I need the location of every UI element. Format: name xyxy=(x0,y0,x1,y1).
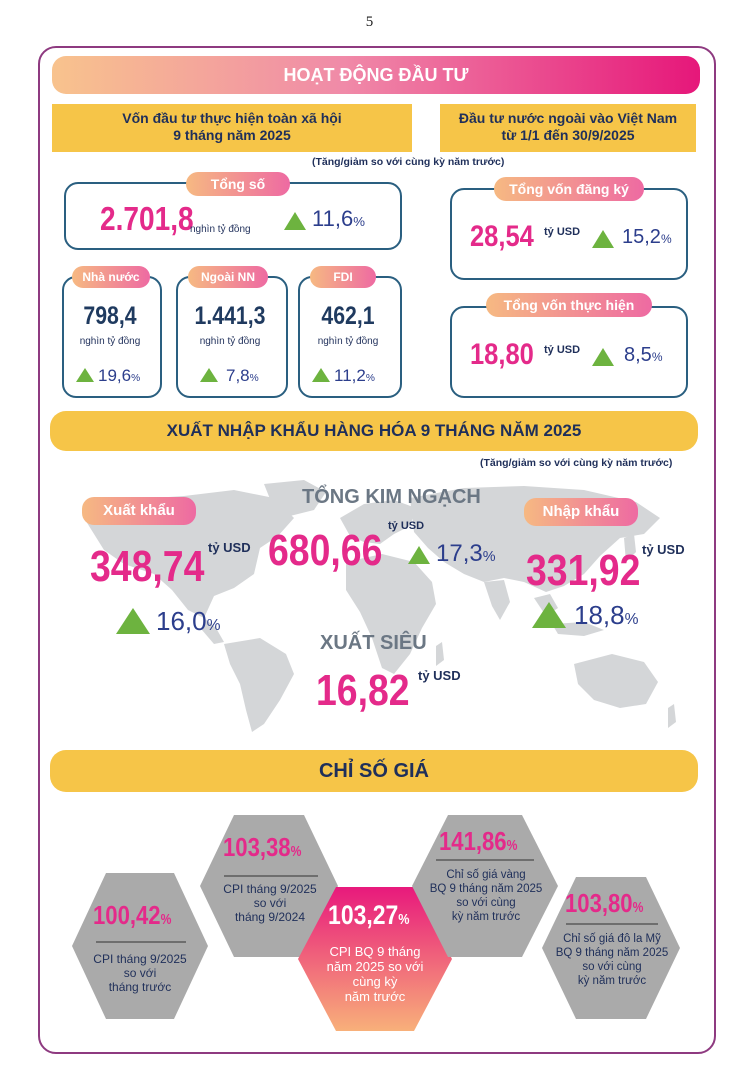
cpi-yoy-desc-3: tháng 9/2024 xyxy=(234,910,306,924)
usd-index-value: 103,80% xyxy=(565,888,644,918)
total-investment-unit: nghìn tỷ đồng xyxy=(190,224,251,235)
cpi-month-desc-2: so với xyxy=(123,966,157,980)
fdi-disbursed-value: 18,80 xyxy=(470,338,534,371)
non-state-investment-value: 1.441,3 xyxy=(194,302,266,330)
trade-surplus-label: XUẤT SIÊU xyxy=(320,632,427,654)
trade-surplus-unit: tỷ USD xyxy=(418,668,461,683)
usd-index-desc-4: kỳ năm trước xyxy=(577,975,647,987)
state-investment-value: 798,4 xyxy=(83,302,137,330)
cpi-avg-desc: CPI BQ 9 tháng năm 2025 so với cùng kỳ n… xyxy=(310,944,440,1004)
total-trade-change: 17,3% xyxy=(436,540,496,567)
price-hexagons xyxy=(72,815,680,1031)
fdi-disbursed-label: Tổng vốn thực hiện xyxy=(486,293,652,317)
non-state-investment-change: 7,8% xyxy=(226,366,259,385)
fdi-header-line1: Đầu tư nước ngoài vào Việt Nam xyxy=(458,110,678,126)
cpi-month-value: 100,42% xyxy=(93,900,172,930)
hex-cpi-avg xyxy=(298,887,452,1031)
price-index-title: CHỈ SỐ GIÁ xyxy=(318,760,429,782)
investment-title-bar: HOẠT ĐỘNG ĐẦU TƯ xyxy=(52,56,700,94)
fdi-disbursed-up-icon xyxy=(592,348,614,366)
state-investment-up-icon xyxy=(76,368,94,382)
page-number: 5 xyxy=(365,14,374,30)
export-unit: tỷ USD xyxy=(208,540,251,555)
import-change: 18,8% xyxy=(574,600,639,630)
hex-usd xyxy=(542,877,680,1019)
investment-title: HOẠT ĐỘNG ĐẦU TƯ xyxy=(283,65,469,85)
gold-index-desc: Chỉ số giá vàng BQ 9 tháng năm 2025 so v… xyxy=(420,868,552,924)
gold-index-desc-4: kỳ năm trước xyxy=(451,911,521,923)
fdi-sector-investment-value: 462,1 xyxy=(321,302,375,330)
hex-gold xyxy=(412,815,558,957)
gold-index-value: 141,86% xyxy=(439,826,518,856)
total-investment-up-icon xyxy=(284,212,306,230)
cpi-month-desc-1: CPI tháng 9/2025 xyxy=(93,952,187,966)
trade-surplus-value: 16,82 xyxy=(316,666,410,715)
fdi-sector-investment-up-icon xyxy=(312,368,330,382)
total-trade-value: 680,66 xyxy=(268,526,383,575)
total-trade-up-icon xyxy=(408,546,430,564)
trade-title-bar: XUẤT NHẬP KHẨU HÀNG HÓA 9 THÁNG NĂM 2025 xyxy=(50,411,698,451)
usd-index-desc-1: Chỉ số giá đô la Mỹ xyxy=(563,933,661,945)
social-investment-header: Vốn đầu tư thực hiện toàn xã hội 9 tháng… xyxy=(52,104,412,152)
import-up-icon xyxy=(532,602,566,628)
gold-index-desc-3: so với cùng xyxy=(456,897,516,909)
hex-cpi-yoy xyxy=(200,815,338,957)
fdi-registered-unit: tỷ USD xyxy=(544,226,581,238)
non-state-investment-box xyxy=(176,276,288,398)
total-investment-change: 11,6% xyxy=(312,206,365,231)
cpi-avg-desc-3: cùng kỳ xyxy=(352,974,398,989)
cpi-avg-desc-1: CPI BQ 9 tháng xyxy=(329,944,421,959)
cpi-avg-desc-2: năm 2025 so với xyxy=(326,959,424,974)
fdi-disbursed-unit: tỷ USD xyxy=(544,344,581,356)
fdi-sector-investment-unit: nghìn tỷ đồng xyxy=(317,336,379,347)
gold-index-desc-1: Chỉ số giá vàng xyxy=(446,869,526,881)
export-value: 348,74 xyxy=(90,542,205,591)
export-label: Xuất khẩu xyxy=(82,497,196,525)
state-investment-change: 19,6% xyxy=(98,366,141,385)
fdi-registered-up-icon xyxy=(592,230,614,248)
export-change: 16,0% xyxy=(156,606,221,636)
fdi-registered-value: 28,54 xyxy=(470,220,534,253)
total-trade-label: TỔNG KIM NGẠCH xyxy=(302,486,481,508)
hex-cpi-month xyxy=(72,873,208,1019)
total-trade-unit: tỷ USD xyxy=(388,520,425,532)
usd-index-desc-3: so với cùng xyxy=(582,961,642,973)
fdi-sector-investment-label: FDI xyxy=(310,266,376,288)
usd-index-desc-2: BQ 9 tháng năm 2025 xyxy=(555,947,669,959)
total-investment-label: Tổng số xyxy=(186,172,290,196)
social-investment-header-line1: Vốn đầu tư thực hiện toàn xã hội xyxy=(122,110,342,126)
cpi-month-desc-3: tháng trước xyxy=(108,980,172,994)
fdi-disbursed-change: 8,5% xyxy=(624,344,663,366)
trade-title: XUẤT NHẬP KHẨU HÀNG HÓA 9 THÁNG NĂM 2025 xyxy=(166,421,582,440)
import-label: Nhập khẩu xyxy=(524,498,638,526)
cpi-yoy-desc-2: so với xyxy=(253,896,287,910)
investment-note: (Tăng/giảm so với cùng kỳ năm trước) xyxy=(312,156,505,168)
social-investment-header-line2: 9 tháng năm 2025 xyxy=(173,127,291,143)
usd-index-desc: Chỉ số giá đô la Mỹ BQ 9 tháng năm 2025 … xyxy=(546,932,678,988)
cpi-month-desc: CPI tháng 9/2025 so với tháng trước xyxy=(76,952,204,994)
fdi-header: Đầu tư nước ngoài vào Việt Nam từ 1/1 đế… xyxy=(440,104,696,152)
fdi-sector-investment-change: 11,2% xyxy=(334,366,375,385)
cpi-avg-value: 103,27% xyxy=(328,900,410,930)
import-value: 331,92 xyxy=(526,546,641,595)
fdi-header-line2: từ 1/1 đến 30/9/2025 xyxy=(501,127,635,143)
total-investment-value: 2.701,8 xyxy=(100,200,194,237)
trade-note: (Tăng/giảm so với cùng kỳ năm trước) xyxy=(480,457,673,469)
non-state-investment-unit: nghìn tỷ đồng xyxy=(199,336,261,347)
cpi-yoy-value: 103,38% xyxy=(223,832,302,862)
state-investment-unit: nghìn tỷ đồng xyxy=(79,336,141,347)
non-state-investment-up-icon xyxy=(200,368,218,382)
cpi-yoy-desc: CPI tháng 9/2025 so với tháng 9/2024 xyxy=(206,882,334,924)
non-state-investment-label: Ngoài NN xyxy=(188,266,268,288)
page-frame xyxy=(38,46,716,1054)
fdi-registered-change: 15,2% xyxy=(622,226,672,248)
fdi-registered-label: Tổng vốn đăng ký xyxy=(494,177,644,201)
price-index-title-bar: CHỈ SỐ GIÁ xyxy=(50,750,698,792)
cpi-yoy-desc-1: CPI tháng 9/2025 xyxy=(223,882,317,896)
state-investment-label: Nhà nước xyxy=(72,266,150,288)
cpi-avg-desc-4: năm trước xyxy=(344,989,406,1004)
gold-index-desc-2: BQ 9 tháng năm 2025 xyxy=(429,883,543,895)
export-up-icon xyxy=(116,608,150,634)
import-unit: tỷ USD xyxy=(642,542,685,557)
